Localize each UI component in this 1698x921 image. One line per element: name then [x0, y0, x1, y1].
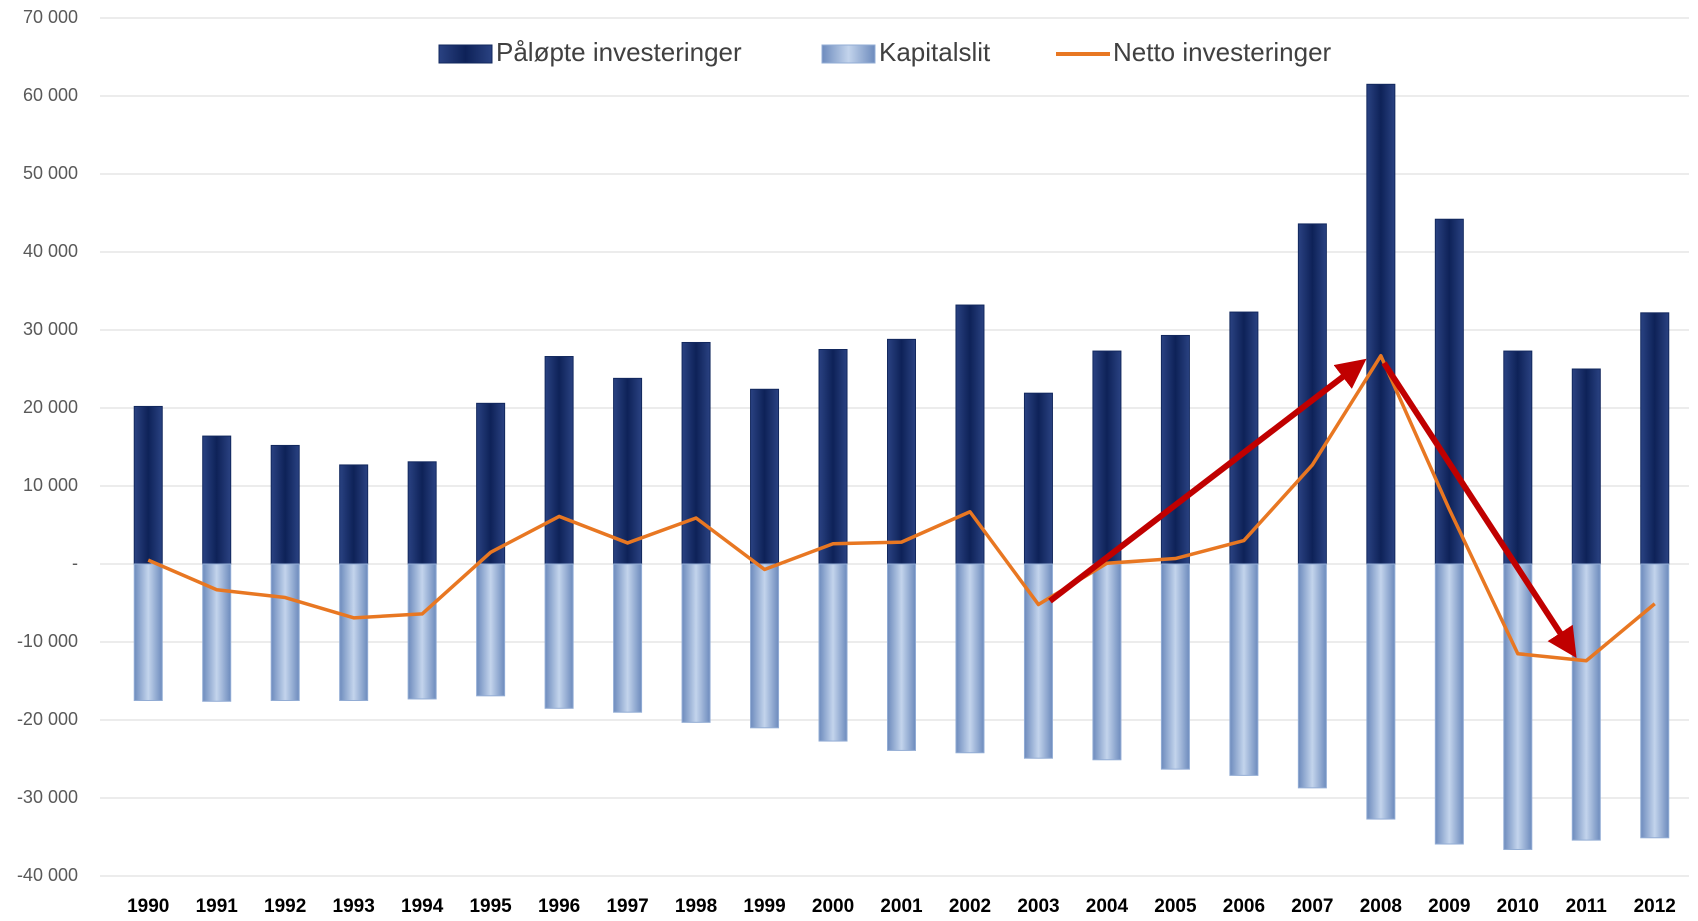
bar — [955, 304, 985, 565]
bar — [202, 435, 232, 565]
bar — [1160, 334, 1190, 565]
bar — [1503, 563, 1533, 850]
bar — [1023, 392, 1053, 565]
legend-swatch — [821, 44, 876, 64]
x-tick-label: 1990 — [127, 896, 169, 917]
x-tick-label: 2006 — [1223, 896, 1265, 917]
y-tick-label: 60 000 — [23, 85, 78, 105]
bar — [270, 563, 300, 701]
bar — [681, 341, 711, 565]
y-tick-label: 70 000 — [23, 7, 78, 27]
x-tick-label: 2010 — [1497, 896, 1539, 917]
bar — [1297, 223, 1327, 565]
bar — [544, 356, 574, 565]
y-tick-label: -20 000 — [17, 709, 78, 729]
legend: Påløpte investeringer Kapitalslit Netto in… — [438, 37, 1332, 67]
x-tick-label: 2003 — [1017, 896, 1059, 917]
y-tick-label: 10 000 — [23, 475, 78, 495]
bar — [476, 402, 506, 565]
x-tick-label: 2005 — [1154, 896, 1197, 917]
bar — [1640, 312, 1670, 565]
bar — [1434, 563, 1464, 845]
legend-label: Kapitalslit — [879, 37, 991, 67]
bar — [1160, 563, 1190, 770]
x-tick-label: 1993 — [333, 896, 375, 917]
x-tick-label: 1995 — [469, 896, 512, 917]
lines — [147, 353, 1656, 663]
bar — [339, 464, 369, 565]
x-tick-label: 2012 — [1634, 896, 1676, 917]
bar — [750, 388, 780, 565]
bar — [887, 563, 916, 751]
bar — [133, 405, 163, 565]
x-tick-label: 1996 — [538, 896, 580, 917]
bar — [1297, 563, 1327, 789]
legend-swatch — [438, 44, 493, 64]
bar — [476, 563, 506, 697]
bar — [339, 563, 369, 701]
bar — [1092, 350, 1122, 565]
bar — [133, 563, 163, 701]
x-tick-label: 2004 — [1086, 896, 1129, 917]
y-tick-label: - — [72, 553, 78, 573]
x-tick-label: 2007 — [1291, 896, 1333, 917]
x-tick-label: 1991 — [196, 896, 239, 917]
x-tick-label: 1992 — [264, 896, 306, 917]
bar — [270, 444, 300, 565]
arrow — [1048, 358, 1367, 604]
bar — [1023, 563, 1053, 759]
legend-label: Netto investeringer — [1113, 37, 1332, 67]
y-tick-label: -30 000 — [17, 787, 78, 807]
y-tick-label: 20 000 — [23, 397, 78, 417]
bar — [750, 563, 780, 729]
bar — [1229, 563, 1259, 776]
bar — [887, 338, 916, 565]
x-tick-label: 1997 — [606, 896, 648, 917]
bar — [1229, 311, 1259, 565]
bar — [1571, 368, 1601, 565]
x-tick-label: 2001 — [880, 896, 923, 917]
bar — [818, 349, 848, 565]
bar — [407, 563, 437, 700]
bar — [407, 461, 437, 565]
y-tick-label: 40 000 — [23, 241, 78, 261]
bar — [818, 563, 848, 742]
x-tick-label: 2002 — [949, 896, 991, 917]
x-tick-label: 1994 — [401, 896, 444, 917]
bar — [1503, 350, 1533, 565]
arrow — [1381, 361, 1577, 659]
line — [147, 353, 1656, 663]
y-tick-label: 30 000 — [23, 319, 78, 339]
x-tick-label: 1999 — [743, 896, 785, 917]
bar — [1366, 83, 1396, 565]
y-tick-label: 50 000 — [23, 163, 78, 183]
bar — [1092, 563, 1122, 761]
bar — [613, 563, 643, 713]
bar — [544, 563, 574, 709]
x-tick-label: 2000 — [812, 896, 854, 917]
legend-label: Påløpte investeringer — [496, 37, 742, 67]
x-tick-label: 2011 — [1566, 896, 1608, 917]
annotation-arrows — [1048, 358, 1577, 659]
bars — [133, 83, 1670, 850]
y-tick-label: -40 000 — [17, 865, 78, 885]
bar — [613, 377, 643, 565]
bar — [1366, 563, 1396, 820]
bar — [681, 563, 711, 723]
bar — [1571, 563, 1601, 841]
x-tick-label: 1998 — [675, 896, 717, 917]
x-tick-label: 2009 — [1428, 896, 1470, 917]
x-tick-label: 2008 — [1360, 896, 1402, 917]
y-tick-label: -10 000 — [17, 631, 78, 651]
bar — [955, 563, 985, 754]
